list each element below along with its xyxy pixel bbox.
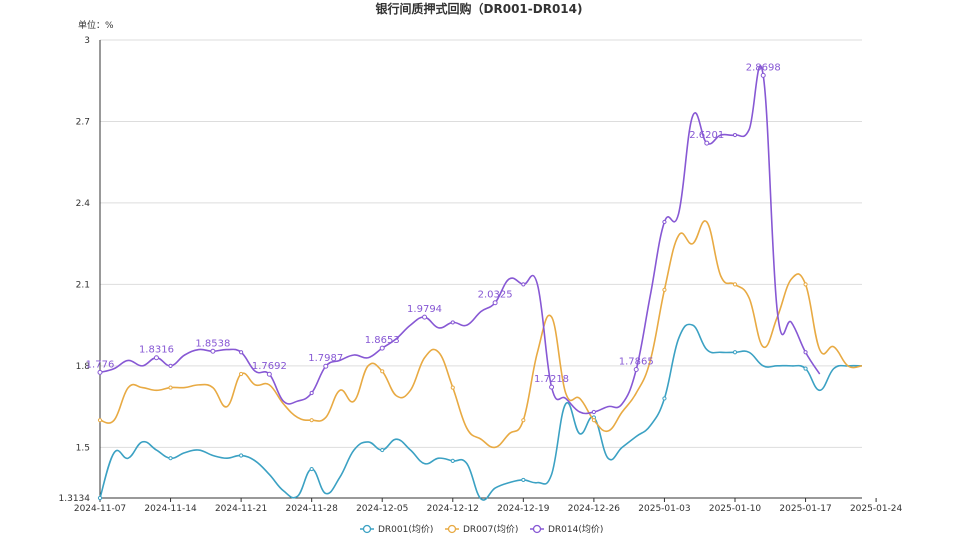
data-point <box>732 350 738 355</box>
data-label: 1.7218 <box>534 374 569 385</box>
legend-label: DR014(均价) <box>548 523 603 535</box>
data-point <box>450 385 455 390</box>
annotation-point <box>97 369 103 375</box>
data-point <box>239 350 244 355</box>
data-point <box>97 418 103 423</box>
data-point <box>521 418 526 423</box>
y-tick-label: 1.5 <box>76 443 90 453</box>
grid-lines <box>100 39 862 448</box>
x-tick-label: 2025-01-17 <box>779 504 831 514</box>
data-point <box>309 466 314 472</box>
data-point <box>591 418 596 423</box>
legend-label: DR001(均价) <box>378 523 433 535</box>
data-label: 2.6201 <box>689 130 724 141</box>
x-tick-label: 2024-12-19 <box>497 504 550 514</box>
x-tick-label: 2024-11-21 <box>215 504 267 514</box>
data-point <box>732 132 738 138</box>
y-tick-label: 1.3134 <box>59 494 91 504</box>
legend-marker <box>362 524 372 534</box>
legend[interactable]: DR001(均价) DR007(均价) DR014(均价) <box>360 523 603 535</box>
x-tick-label: 2025-01-03 <box>638 504 690 514</box>
legend-marker <box>532 524 542 534</box>
x-tick-label: 2024-11-28 <box>286 504 339 514</box>
data-point <box>97 495 103 501</box>
data-point <box>380 447 385 453</box>
data-label: 2.8698 <box>746 62 781 73</box>
annotation-point <box>549 384 555 390</box>
x-tick-label: 2024-12-12 <box>427 504 479 514</box>
data-point <box>521 477 526 483</box>
annotation-point <box>323 363 329 369</box>
data-point <box>521 282 526 287</box>
data-point <box>239 371 244 377</box>
data-label: 1.776 <box>86 359 115 370</box>
data-point <box>662 396 667 401</box>
data-point <box>732 282 738 287</box>
x-tick-label: 2024-11-14 <box>144 504 197 514</box>
y-tick-label: 2.4 <box>76 199 91 209</box>
legend-item-1[interactable]: DR001(均价) <box>360 523 433 535</box>
series-lines <box>97 65 863 501</box>
data-label: 1.8316 <box>139 345 174 356</box>
data-point <box>803 366 808 371</box>
data-label: 1.7865 <box>619 357 654 368</box>
annotation-point <box>266 371 272 377</box>
data-label: 1.8653 <box>365 335 400 346</box>
data-label: 1.7987 <box>308 353 343 364</box>
data-point <box>662 287 667 292</box>
data-point <box>380 369 385 374</box>
annotation-point <box>210 348 216 354</box>
annotation-point <box>153 355 159 361</box>
annotation-point <box>633 367 639 373</box>
data-point <box>309 390 314 396</box>
legend-item-3[interactable]: DR014(均价) <box>530 523 603 535</box>
axes: 1.3134 1.5 1.8 2.1 2.4 2.7 3 2024-11-07 2024-11-… <box>59 36 903 514</box>
x-tick-label: 2025-01-10 <box>709 504 762 514</box>
series-line-3 <box>99 65 821 415</box>
unit-label: 单位：% <box>78 19 114 31</box>
y-tick-label: 2.7 <box>76 117 90 127</box>
annotation-point <box>422 314 428 320</box>
legend-label: DR007(均价) <box>463 523 518 535</box>
data-point <box>450 458 455 464</box>
data-labels: 1.776 1.8316 1.8538 1.7692 1.7987 1.8653 1.979… <box>86 62 781 390</box>
data-point <box>309 418 314 423</box>
data-label: 1.8538 <box>195 338 230 349</box>
annotation-point <box>760 72 766 78</box>
x-tick-label: 2024-12-05 <box>356 504 408 514</box>
legend-marker <box>447 524 457 534</box>
annotation-point <box>704 140 710 146</box>
data-point <box>450 320 455 325</box>
y-tick-label: 2.1 <box>76 280 90 290</box>
y-tick-label: 1.8 <box>76 362 91 372</box>
x-tick-label: 2024-12-26 <box>568 504 621 514</box>
data-label: 1.9794 <box>407 304 442 315</box>
data-label: 1.7692 <box>252 361 287 372</box>
data-point <box>168 385 173 390</box>
data-point <box>803 350 808 355</box>
data-point <box>591 409 596 415</box>
x-tick-label: 2025-01-24 <box>850 504 903 514</box>
series-line-2 <box>99 220 863 449</box>
data-point <box>239 453 244 458</box>
annotation-point <box>492 300 498 306</box>
data-label: 2.0325 <box>478 290 513 301</box>
data-point <box>662 219 667 225</box>
y-tick-label: 3 <box>84 36 90 46</box>
data-point <box>168 456 173 461</box>
chart-title: 银行间质押式回购（DR001-DR014) <box>376 1 583 16</box>
x-tick-label: 2024-11-07 <box>74 504 126 514</box>
legend-item-2[interactable]: DR007(均价) <box>445 523 518 535</box>
data-point <box>803 282 808 287</box>
data-point <box>168 363 173 368</box>
annotation-point <box>379 345 385 351</box>
